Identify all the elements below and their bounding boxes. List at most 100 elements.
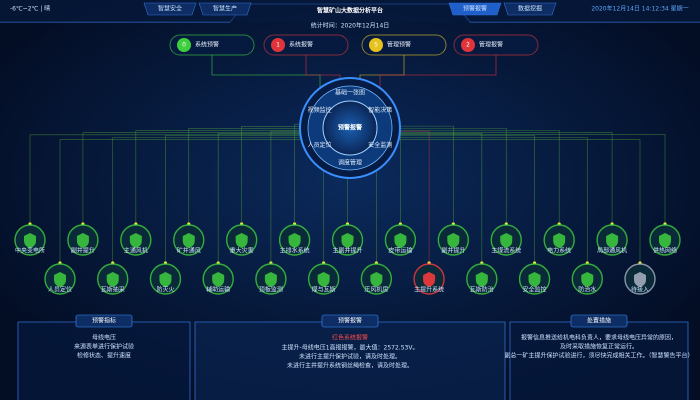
node-label[interactable]: 主排水系统 <box>280 247 310 255</box>
alarm-count: 5 <box>374 42 378 49</box>
link-line <box>398 127 507 224</box>
node-label[interactable]: 主副井提升 <box>332 247 362 255</box>
link-line <box>165 135 302 263</box>
node-label[interactable]: 副井提升 <box>441 247 465 255</box>
nav-tab[interactable] <box>448 2 502 16</box>
link-line <box>398 132 613 224</box>
node-label[interactable]: 煤与瓦斯 <box>312 286 336 294</box>
weather: -6℃~2℃ | 晴 <box>10 5 50 13</box>
alarm-label: 系统报警 <box>289 41 313 49</box>
hub-core[interactable] <box>322 100 378 156</box>
alarm-link <box>211 55 321 90</box>
link-line <box>398 130 430 263</box>
panel-tab <box>75 314 133 328</box>
alarm-count: 2 <box>466 42 470 49</box>
alarm-count: 0 <box>182 42 186 49</box>
node-label[interactable]: 主煤流系统 <box>491 247 521 255</box>
link-line <box>398 125 454 224</box>
node-label[interactable]: 安全监控 <box>523 286 547 294</box>
node-label[interactable]: 防灭火 <box>156 286 174 294</box>
node-label[interactable]: 供热网络 <box>653 247 677 255</box>
node-label[interactable]: 顶板监测 <box>259 286 283 294</box>
link-line <box>29 134 302 224</box>
panel-title: 处置措施 <box>587 317 611 325</box>
link-line <box>188 128 302 224</box>
hub-ring-label[interactable]: 智能决策 <box>368 106 392 114</box>
hub-ring-label[interactable]: 人员定位 <box>308 141 332 149</box>
alarm-badge <box>271 38 285 52</box>
link-line <box>112 137 302 263</box>
alarm-badge <box>177 38 191 52</box>
node-icon <box>288 233 301 248</box>
nav-tab[interactable] <box>198 2 252 16</box>
node-icon <box>24 233 36 248</box>
hub-title: 预警报警 <box>338 124 362 132</box>
node-label[interactable]: 瓦斯防治 <box>470 286 494 294</box>
node-label[interactable]: 主通风机 <box>124 247 148 255</box>
panel-line: 未进行主提升保护试验，请及时处理。 <box>299 353 401 361</box>
link-line <box>82 132 302 224</box>
link-line <box>59 139 302 263</box>
node-icon <box>76 233 89 248</box>
alarm-label: 管理报警 <box>479 41 503 49</box>
node-icon <box>423 272 436 287</box>
node-label[interactable]: 副井提升 <box>71 247 95 255</box>
alarm-label: 系统预警 <box>195 41 219 49</box>
link-line <box>398 130 560 224</box>
node-icon <box>394 233 407 248</box>
node-icon <box>129 233 142 248</box>
nav-label[interactable]: 预警报警 <box>463 5 487 13</box>
node-label[interactable]: 辅助运输 <box>206 286 230 294</box>
datetime: 2020年12月14日 14:12:34 星期一 <box>591 5 688 13</box>
nav-label[interactable]: 数据挖掘 <box>518 5 542 13</box>
node-label[interactable]: 局部通风机 <box>597 247 627 255</box>
title: 智慧矿山大数据分析平台 <box>317 7 383 15</box>
node-label[interactable]: 重大灾害 <box>230 247 254 255</box>
node-label[interactable]: 皮带运输 <box>388 247 412 255</box>
node-icon <box>159 272 172 287</box>
alarm-count: 1 <box>276 42 280 49</box>
node-icon <box>264 272 277 287</box>
alarm-badge <box>369 38 383 52</box>
nav-label[interactable]: 智慧生产 <box>213 5 237 13</box>
link-line <box>270 130 302 263</box>
link-line <box>217 132 302 263</box>
node-icon <box>634 272 646 287</box>
link-line <box>398 137 588 263</box>
panel-line: 未进行主井提升系统钢丝绳检查，请及时处理。 <box>287 362 413 370</box>
hub-ring-label[interactable]: 视频监控 <box>308 106 332 114</box>
hub-ring-label[interactable]: 基础一张图 <box>335 89 365 97</box>
node-icon <box>553 233 566 248</box>
panel-line: 来源表单进行保护试验 <box>74 343 134 351</box>
node-label[interactable]: 中央变电所 <box>15 247 45 255</box>
nav-tab[interactable] <box>143 2 197 16</box>
hub-ring-label[interactable]: 安全监测 <box>368 141 392 149</box>
node-label[interactable]: 电力系统 <box>547 247 571 255</box>
node-label[interactable]: 人员定位 <box>48 286 72 294</box>
node-label[interactable]: 矿井通风 <box>177 247 201 255</box>
node-icon <box>182 233 195 248</box>
subtitle: 统计时间：2020年12月14日 <box>311 22 390 30</box>
nav-tab[interactable] <box>503 2 557 16</box>
node-label[interactable]: 压风机房 <box>364 286 388 294</box>
panel-heading: 红色系统报警 <box>332 334 368 342</box>
node-icon <box>606 233 619 248</box>
link-line <box>398 134 666 224</box>
alarm-badge <box>461 38 475 52</box>
nav-label[interactable]: 智慧安全 <box>158 5 182 13</box>
node-label[interactable]: 主提升系统 <box>414 286 444 294</box>
node-icon <box>235 233 248 248</box>
node-label[interactable]: 待接入 <box>631 286 649 294</box>
panel-line: 母线电压 <box>92 334 116 342</box>
node-label[interactable]: 防治水 <box>578 286 596 294</box>
alarm-label: 管理预警 <box>387 41 411 49</box>
panel-line: 主提升-母线电压1高报报警，最大值：2572.53V。 <box>282 344 419 352</box>
panel-line: 副总一矿主提升保护试验进行，须尽快完成相关工作。（智慧警告平台） <box>504 352 693 360</box>
node-label[interactable]: 瓦斯抽采 <box>101 286 125 294</box>
hub-ring-label[interactable]: 调度管理 <box>338 159 362 167</box>
node-icon <box>581 272 594 287</box>
panel-tab <box>570 314 628 328</box>
panel-tab <box>321 314 379 328</box>
